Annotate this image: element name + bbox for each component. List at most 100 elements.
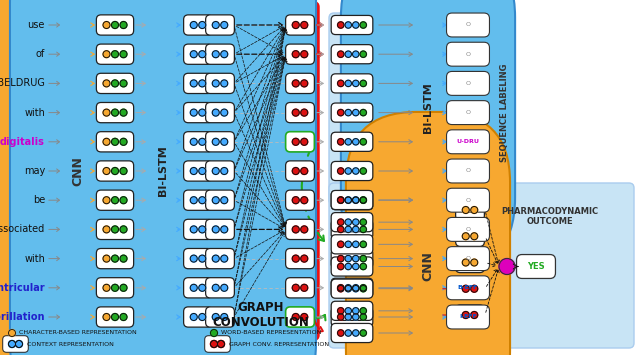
FancyBboxPatch shape xyxy=(97,190,134,210)
FancyBboxPatch shape xyxy=(447,305,490,329)
Text: use: use xyxy=(28,20,45,30)
Circle shape xyxy=(111,255,118,262)
Circle shape xyxy=(103,226,110,233)
Circle shape xyxy=(292,80,300,87)
Circle shape xyxy=(111,51,118,58)
Circle shape xyxy=(212,255,220,262)
FancyBboxPatch shape xyxy=(97,103,134,123)
Circle shape xyxy=(103,109,110,116)
Circle shape xyxy=(211,340,218,348)
Circle shape xyxy=(345,51,351,58)
Circle shape xyxy=(337,219,344,225)
Circle shape xyxy=(345,219,351,225)
Text: BI-LSTM: BI-LSTM xyxy=(423,82,433,133)
Circle shape xyxy=(499,258,515,274)
FancyBboxPatch shape xyxy=(516,255,556,278)
Circle shape xyxy=(199,226,205,233)
Circle shape xyxy=(211,340,218,348)
Circle shape xyxy=(120,51,127,58)
Circle shape xyxy=(212,22,220,28)
Text: O: O xyxy=(465,81,470,86)
Circle shape xyxy=(190,51,197,58)
Circle shape xyxy=(111,138,118,145)
Circle shape xyxy=(360,22,367,28)
FancyBboxPatch shape xyxy=(285,190,314,210)
Circle shape xyxy=(337,22,344,28)
FancyBboxPatch shape xyxy=(285,161,314,181)
Circle shape xyxy=(345,263,351,270)
Circle shape xyxy=(471,259,477,266)
Circle shape xyxy=(221,168,228,175)
Circle shape xyxy=(221,284,228,291)
Circle shape xyxy=(212,313,220,321)
Circle shape xyxy=(345,330,351,336)
FancyBboxPatch shape xyxy=(331,235,373,254)
Circle shape xyxy=(301,313,308,321)
Circle shape xyxy=(345,308,351,314)
Circle shape xyxy=(111,80,118,87)
Circle shape xyxy=(190,313,197,321)
Circle shape xyxy=(212,138,220,145)
FancyBboxPatch shape xyxy=(331,74,373,93)
Circle shape xyxy=(199,80,205,87)
Circle shape xyxy=(353,138,359,145)
Circle shape xyxy=(103,80,110,87)
FancyBboxPatch shape xyxy=(329,183,634,348)
Text: LABELDRUG: LABELDRUG xyxy=(0,78,45,88)
Circle shape xyxy=(462,311,469,318)
FancyBboxPatch shape xyxy=(331,15,373,34)
Text: of: of xyxy=(36,49,45,59)
Circle shape xyxy=(301,226,308,233)
Text: O: O xyxy=(465,198,470,203)
FancyBboxPatch shape xyxy=(10,0,316,355)
Circle shape xyxy=(212,109,220,116)
Circle shape xyxy=(292,109,300,116)
Circle shape xyxy=(292,197,300,204)
Circle shape xyxy=(353,330,359,336)
Circle shape xyxy=(111,22,118,28)
FancyBboxPatch shape xyxy=(0,0,231,355)
Circle shape xyxy=(337,197,344,203)
Text: with: with xyxy=(24,108,45,118)
Circle shape xyxy=(212,226,220,233)
FancyBboxPatch shape xyxy=(97,219,134,240)
Circle shape xyxy=(103,284,110,291)
Circle shape xyxy=(103,197,110,204)
FancyBboxPatch shape xyxy=(285,44,314,64)
Circle shape xyxy=(103,138,110,145)
Text: CNN: CNN xyxy=(422,252,435,282)
Circle shape xyxy=(212,80,220,87)
Text: ventricular: ventricular xyxy=(0,283,45,293)
FancyBboxPatch shape xyxy=(285,248,314,269)
Text: BI-LSTM: BI-LSTM xyxy=(158,146,168,196)
Circle shape xyxy=(111,197,118,204)
Circle shape xyxy=(360,308,367,314)
Circle shape xyxy=(211,329,218,337)
Circle shape xyxy=(301,109,308,116)
FancyBboxPatch shape xyxy=(285,15,314,35)
FancyBboxPatch shape xyxy=(205,73,234,93)
Circle shape xyxy=(360,168,367,174)
Circle shape xyxy=(360,219,367,225)
FancyBboxPatch shape xyxy=(447,71,490,95)
Circle shape xyxy=(337,138,344,145)
Circle shape xyxy=(462,259,469,266)
Circle shape xyxy=(471,285,477,292)
Circle shape xyxy=(345,314,351,320)
Circle shape xyxy=(120,80,127,87)
Circle shape xyxy=(360,285,367,291)
FancyBboxPatch shape xyxy=(456,305,484,325)
FancyBboxPatch shape xyxy=(184,248,212,269)
FancyBboxPatch shape xyxy=(447,276,490,300)
Circle shape xyxy=(471,207,477,213)
FancyBboxPatch shape xyxy=(285,103,314,123)
Text: B-EFF: B-EFF xyxy=(458,285,478,290)
Circle shape xyxy=(360,330,367,336)
FancyBboxPatch shape xyxy=(184,73,212,93)
Text: O: O xyxy=(465,52,470,57)
Circle shape xyxy=(360,255,367,262)
Circle shape xyxy=(345,226,351,233)
Circle shape xyxy=(345,241,351,247)
FancyBboxPatch shape xyxy=(97,73,134,93)
Circle shape xyxy=(360,226,367,233)
